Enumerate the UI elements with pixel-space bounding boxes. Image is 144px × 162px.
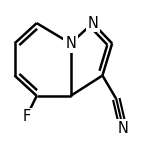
Text: N: N xyxy=(87,16,98,31)
Text: N: N xyxy=(118,121,129,136)
Text: F: F xyxy=(22,110,30,124)
Text: N: N xyxy=(65,36,76,51)
